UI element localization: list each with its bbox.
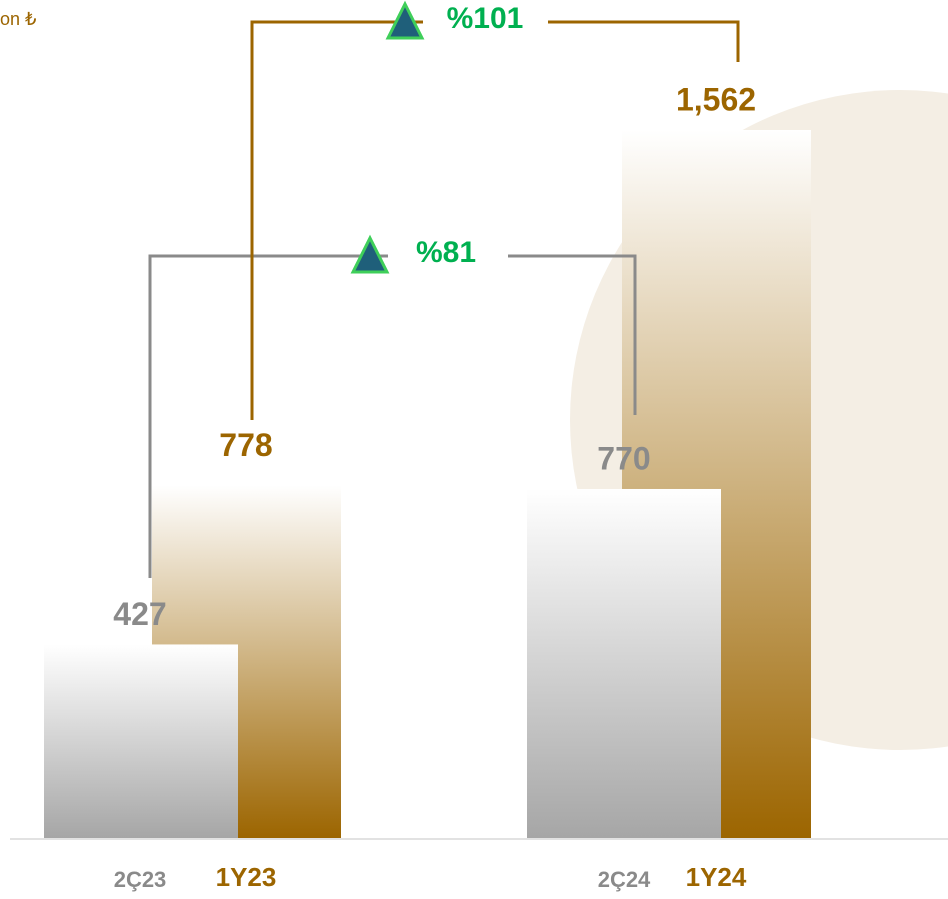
x-tick-label: 1Y23 — [216, 862, 277, 892]
value-label: 778 — [219, 427, 272, 463]
bar — [44, 644, 238, 838]
value-label: 427 — [113, 596, 166, 632]
bar — [527, 488, 721, 838]
unit-label: on ₺ — [0, 9, 36, 29]
growth-label: %81 — [416, 236, 476, 269]
bracket — [250, 20, 740, 420]
value-label: 1,562 — [676, 81, 756, 117]
growth-label: %101 — [447, 2, 524, 35]
value-label: 770 — [597, 440, 650, 476]
x-tick-label: 2Ç23 — [114, 867, 167, 892]
x-tick-label: 1Y24 — [686, 862, 747, 892]
growth-icon — [350, 234, 390, 274]
x-tick-label: 2Ç24 — [598, 867, 651, 892]
growth-icon — [385, 0, 425, 40]
bracket — [148, 254, 637, 578]
